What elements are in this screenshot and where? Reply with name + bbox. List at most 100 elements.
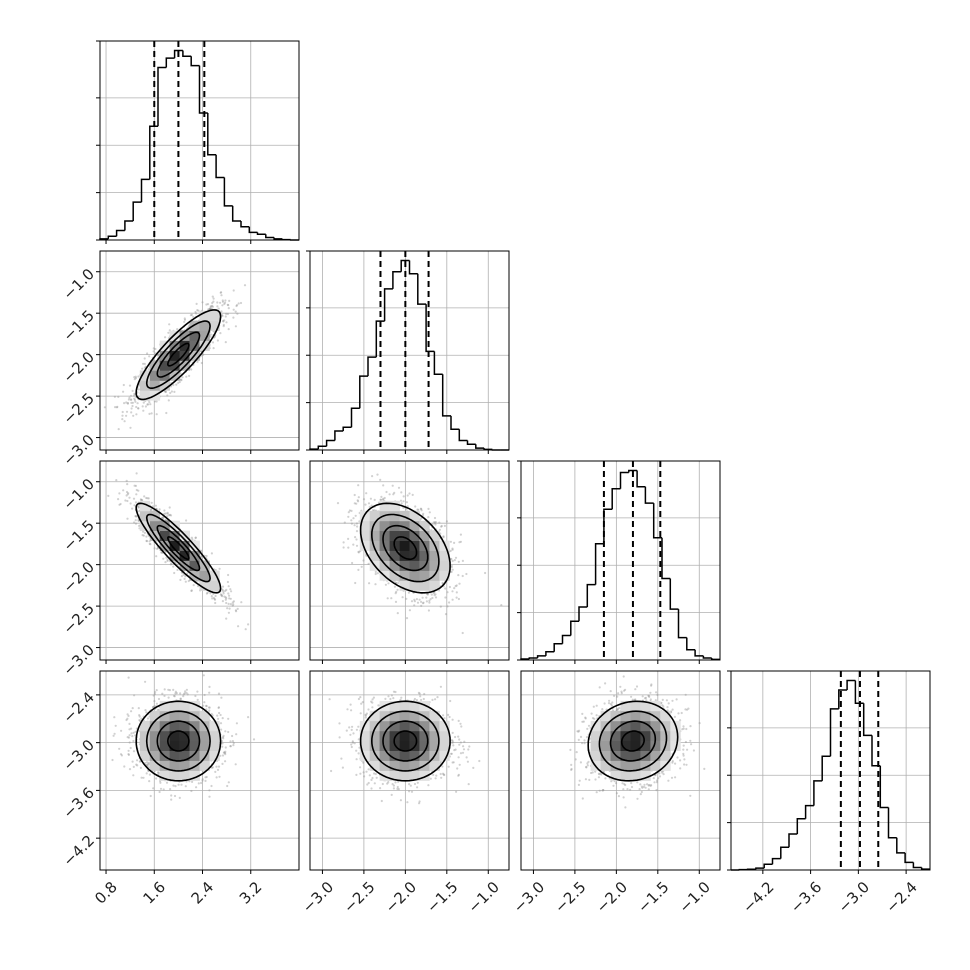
sample-point — [210, 595, 213, 598]
sample-point — [379, 478, 382, 481]
sample-point — [455, 591, 458, 594]
sample-point — [169, 514, 173, 517]
histogram-bin — [223, 177, 233, 207]
histogram-bin — [441, 374, 451, 417]
sample-point — [426, 593, 429, 596]
sample-point — [142, 530, 145, 533]
sample-point — [172, 565, 175, 568]
histogram-bin — [644, 486, 654, 504]
sample-point — [141, 367, 144, 370]
sample-point — [115, 406, 118, 409]
sample-point — [146, 403, 149, 406]
sample-point — [441, 581, 444, 585]
sample-point — [220, 593, 223, 597]
sample-point — [416, 508, 419, 511]
histogram-bin — [702, 655, 712, 659]
sample-point — [420, 604, 423, 608]
sample-point — [451, 547, 454, 550]
density-cell — [169, 330, 180, 341]
histogram-bin — [603, 508, 613, 544]
density-cell — [179, 560, 190, 571]
sample-point — [155, 555, 158, 558]
histogram-bin — [408, 260, 418, 275]
histogram-bin — [140, 178, 150, 203]
histogram-bin — [190, 56, 200, 67]
histogram-bin — [124, 220, 134, 231]
histogram-bin — [325, 439, 335, 447]
sample-point — [146, 352, 149, 355]
sample-point — [164, 561, 167, 564]
sample-point — [121, 414, 124, 417]
sample-point — [457, 597, 460, 601]
sample-point — [170, 562, 173, 565]
panel-frame — [99, 250, 300, 451]
histogram-bin — [669, 578, 679, 610]
sample-point — [433, 516, 437, 520]
sample-point — [392, 493, 395, 496]
sample-point — [202, 353, 205, 356]
sample-point — [438, 528, 441, 531]
sample-point — [427, 507, 430, 510]
sample-point — [433, 594, 436, 597]
sample-point — [402, 500, 405, 503]
sample-point — [459, 533, 462, 536]
sample-point — [433, 521, 436, 524]
histogram-bin — [694, 649, 704, 657]
histogram-bin — [132, 201, 142, 221]
sample-point — [380, 495, 383, 498]
sample-point — [220, 294, 223, 297]
sample-point — [194, 536, 197, 540]
sample-point — [444, 596, 447, 599]
sample-point — [126, 517, 129, 520]
sample-point — [350, 519, 353, 522]
sample-point — [189, 314, 192, 317]
sample-point — [236, 312, 239, 315]
histogram-bin — [545, 651, 555, 656]
sample-point — [131, 404, 134, 408]
histogram-bin — [677, 609, 687, 639]
sample-point — [145, 496, 148, 500]
density-cell — [189, 560, 200, 571]
sample-point — [137, 375, 140, 378]
sample-point — [126, 401, 129, 405]
sample-point — [357, 496, 360, 499]
sample-point — [125, 414, 128, 417]
sample-point — [176, 328, 179, 331]
histogram-bin — [317, 445, 327, 450]
sample-point — [128, 396, 131, 399]
sample-point — [237, 625, 240, 628]
sample-point — [150, 508, 153, 511]
histogram-bin — [528, 657, 538, 659]
sample-point — [224, 589, 227, 593]
sample-point — [221, 585, 225, 588]
sample-point — [124, 499, 127, 502]
sample-point — [420, 509, 423, 512]
sample-point — [170, 390, 173, 393]
sample-point — [219, 301, 222, 304]
sample-point — [155, 400, 158, 403]
histogram-panel-1 — [96, 40, 300, 241]
sample-point — [206, 591, 209, 594]
histogram-bin — [165, 57, 175, 68]
sample-point — [142, 409, 145, 412]
contour-line — [156, 331, 201, 378]
sample-point — [222, 320, 225, 323]
sample-point — [228, 299, 231, 302]
sample-point — [211, 301, 214, 305]
sample-point — [216, 305, 219, 308]
sample-point — [196, 360, 199, 363]
sample-point — [139, 498, 142, 501]
sample-point — [224, 315, 227, 318]
sample-point — [129, 502, 132, 505]
sample-point — [422, 512, 425, 515]
sample-point — [166, 394, 169, 397]
sample-point — [157, 354, 160, 357]
histogram-bin — [231, 205, 241, 222]
sample-point — [191, 538, 194, 541]
histogram-panel-2 — [306, 250, 510, 451]
sample-point — [205, 592, 208, 595]
sample-point — [201, 301, 204, 304]
sample-point — [107, 494, 110, 497]
sample-point — [362, 498, 366, 501]
sample-point — [125, 410, 129, 413]
